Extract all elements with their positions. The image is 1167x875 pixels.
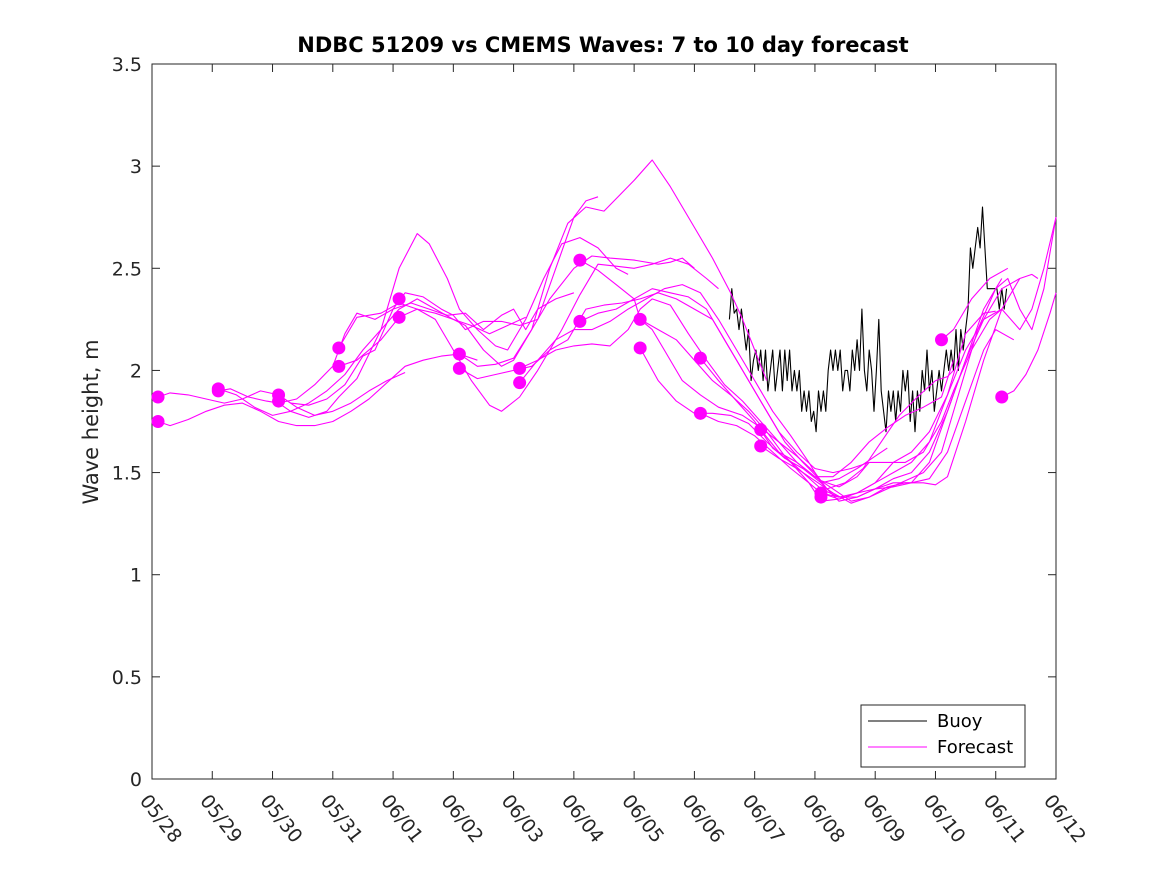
forecast-series-line-15 bbox=[639, 278, 1003, 498]
forecast-series-line-12 bbox=[519, 298, 955, 478]
forecast-series-line-17 bbox=[699, 310, 996, 498]
legend-box bbox=[860, 704, 1026, 768]
forecast-series-line-3 bbox=[218, 298, 526, 416]
x-tick-label: 06/02 bbox=[436, 791, 487, 848]
legend-entry-forecast: Forecast bbox=[937, 737, 1013, 758]
x-tick-label: 06/04 bbox=[557, 791, 608, 848]
forecast-start-marker bbox=[754, 423, 768, 437]
forecast-series-line-19 bbox=[760, 217, 1057, 502]
forecast-start-marker bbox=[392, 292, 406, 306]
y-tick-label: 1.5 bbox=[112, 463, 142, 485]
forecast-start-marker bbox=[995, 390, 1009, 404]
x-tick-label: 06/01 bbox=[376, 791, 427, 848]
y-tick-label: 2 bbox=[130, 360, 142, 382]
forecast-series-line-13 bbox=[579, 288, 1003, 474]
legend: Buoy Forecast bbox=[860, 704, 1026, 768]
forecast-start-marker bbox=[693, 406, 707, 420]
forecast-series-line-22 bbox=[941, 267, 1009, 341]
plot-area bbox=[157, 159, 1057, 504]
x-tick-label: 06/08 bbox=[798, 791, 849, 848]
forecast-series-line-2 bbox=[157, 353, 478, 427]
forecast-start-marker bbox=[211, 384, 225, 398]
x-tick-label: 06/10 bbox=[919, 791, 970, 848]
forecast-start-marker bbox=[633, 341, 647, 355]
legend-entry-buoy: Buoy bbox=[937, 711, 983, 732]
forecast-series-line-8 bbox=[338, 257, 719, 412]
y-tick-label: 0 bbox=[130, 769, 142, 791]
forecast-start-marker bbox=[513, 361, 527, 375]
forecast-start-marker bbox=[332, 341, 346, 355]
x-tick-label: 06/03 bbox=[497, 791, 548, 848]
forecast-series-line-11 bbox=[519, 284, 888, 484]
x-tick-label: 06/11 bbox=[979, 791, 1030, 848]
x-tick-label: 05/29 bbox=[195, 791, 246, 848]
forecast-start-marker bbox=[573, 314, 587, 328]
forecast-series-line-10 bbox=[459, 292, 870, 488]
chart-title: NDBC 51209 vs CMEMS Waves: 7 to 10 day f… bbox=[297, 33, 908, 57]
x-tick-label: 05/31 bbox=[316, 791, 367, 848]
x-tick-label: 06/09 bbox=[858, 791, 909, 848]
forecast-start-marker bbox=[934, 333, 948, 347]
forecast-series-line-7 bbox=[338, 159, 768, 381]
y-axis-label: Wave height, m bbox=[79, 339, 103, 504]
forecast-series-line-9 bbox=[459, 255, 695, 367]
y-tick-label: 2.5 bbox=[112, 258, 142, 280]
forecast-series-line-5 bbox=[278, 196, 599, 406]
forecast-start-marker bbox=[573, 253, 587, 267]
y-tick-label: 3 bbox=[130, 156, 142, 178]
forecast-start-marker bbox=[151, 415, 165, 428]
x-tick-label: 06/06 bbox=[677, 791, 728, 848]
x-tick-label: 05/28 bbox=[135, 791, 186, 848]
buoy-series-line bbox=[728, 206, 1008, 433]
forecast-start-marker bbox=[814, 490, 828, 504]
y-tick-label: 0.5 bbox=[112, 667, 142, 689]
forecast-series-line-21 bbox=[820, 278, 1021, 500]
forecast-start-marker bbox=[452, 361, 466, 375]
forecast-start-marker bbox=[633, 312, 647, 326]
axes-box bbox=[151, 63, 1057, 780]
axes-frame bbox=[151, 63, 1057, 780]
forecast-series-line-23 bbox=[1001, 292, 1057, 398]
y-tick-label: 1 bbox=[130, 565, 142, 587]
x-tick-label: 05/30 bbox=[256, 791, 307, 848]
x-tick-label: 06/12 bbox=[1039, 791, 1090, 848]
forecast-start-marker bbox=[332, 359, 346, 373]
x-tick-label: 06/07 bbox=[738, 791, 789, 848]
forecast-start-marker bbox=[392, 310, 406, 324]
forecast-markers bbox=[151, 253, 1009, 504]
forecast-series-line-6 bbox=[278, 233, 629, 418]
forecast-start-marker bbox=[452, 347, 466, 361]
forecast-start-marker bbox=[513, 376, 527, 390]
forecast-series-line-20 bbox=[760, 273, 1039, 504]
forecast-start-marker bbox=[693, 351, 707, 365]
x-tick-label: 06/05 bbox=[617, 791, 668, 848]
forecast-start-marker bbox=[272, 394, 286, 408]
forecast-start-marker bbox=[754, 439, 768, 453]
y-tick-label: 3.5 bbox=[112, 54, 142, 76]
forecast-start-marker bbox=[151, 390, 165, 404]
